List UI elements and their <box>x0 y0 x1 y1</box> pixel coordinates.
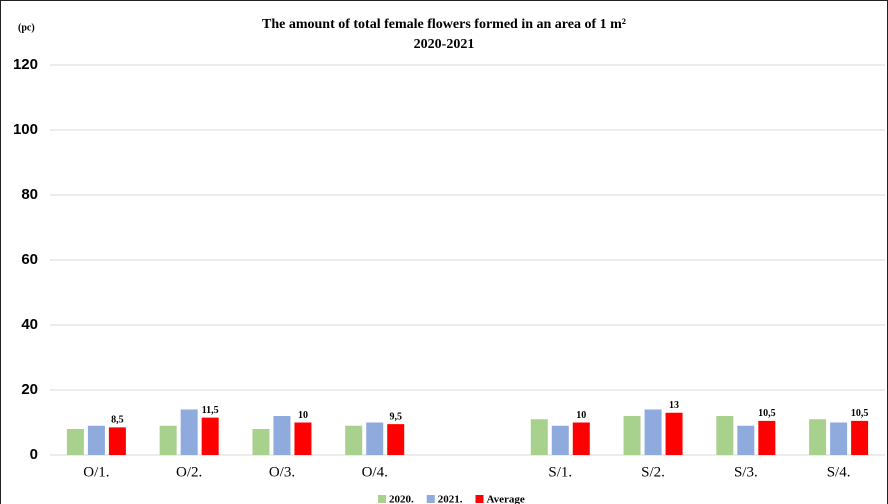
bar <box>387 424 405 455</box>
x-tick-label: S/2. <box>641 464 665 480</box>
y-axis-label: (pc) <box>18 22 35 33</box>
y-tick-label: 40 <box>21 316 38 333</box>
bar <box>737 425 755 455</box>
bar <box>252 429 270 455</box>
x-tick-label: O/1. <box>83 464 109 480</box>
legend-label: Average <box>487 494 525 504</box>
bar <box>551 425 569 455</box>
legend-label: 2021. <box>438 494 463 504</box>
value-label: 10,5 <box>851 408 869 419</box>
value-label: 13 <box>669 400 679 411</box>
value-label: 11,5 <box>202 405 219 416</box>
x-tick-label: O/2. <box>176 464 202 480</box>
bar <box>273 416 291 455</box>
x-tick-label: S/3. <box>734 464 758 480</box>
bar <box>758 420 776 455</box>
bar <box>572 422 590 455</box>
value-label: 10 <box>298 410 308 421</box>
y-tick-label: 100 <box>13 121 38 138</box>
bar <box>159 425 177 455</box>
x-tick-label: O/3. <box>269 464 295 480</box>
x-tick-label: S/4. <box>827 464 851 480</box>
bar <box>294 422 312 455</box>
bar <box>66 429 84 455</box>
bar <box>201 417 219 455</box>
y-tick-label: 20 <box>21 381 38 398</box>
value-label: 8,5 <box>111 415 124 426</box>
bar <box>830 422 848 455</box>
bar <box>644 409 662 455</box>
bar <box>180 409 198 455</box>
value-label: 10,5 <box>758 408 776 419</box>
y-tick-label: 120 <box>13 56 38 73</box>
x-tick-label: S/1. <box>548 464 572 480</box>
bar <box>809 419 827 455</box>
bar <box>530 419 548 455</box>
chart-subtitle: 2020-2021 <box>414 37 475 52</box>
bar <box>108 427 126 455</box>
y-tick-label: 60 <box>21 251 38 268</box>
legend-label: 2020. <box>389 494 414 504</box>
bar <box>87 425 105 455</box>
legend-swatch <box>378 495 386 503</box>
y-tick-label: 80 <box>21 186 38 203</box>
bar <box>345 425 363 455</box>
bar <box>366 422 384 455</box>
legend-swatch <box>426 495 435 503</box>
chart-title: The amount of total female flowers forme… <box>262 17 626 32</box>
bar <box>851 420 869 455</box>
y-tick-label: 0 <box>30 446 38 463</box>
x-tick-label: O/4. <box>362 464 388 480</box>
legend-swatch <box>475 495 484 503</box>
bar <box>665 412 683 455</box>
bar <box>716 416 734 455</box>
value-label: 10 <box>576 410 586 421</box>
value-label: 9,5 <box>389 411 402 422</box>
bar <box>623 416 641 455</box>
